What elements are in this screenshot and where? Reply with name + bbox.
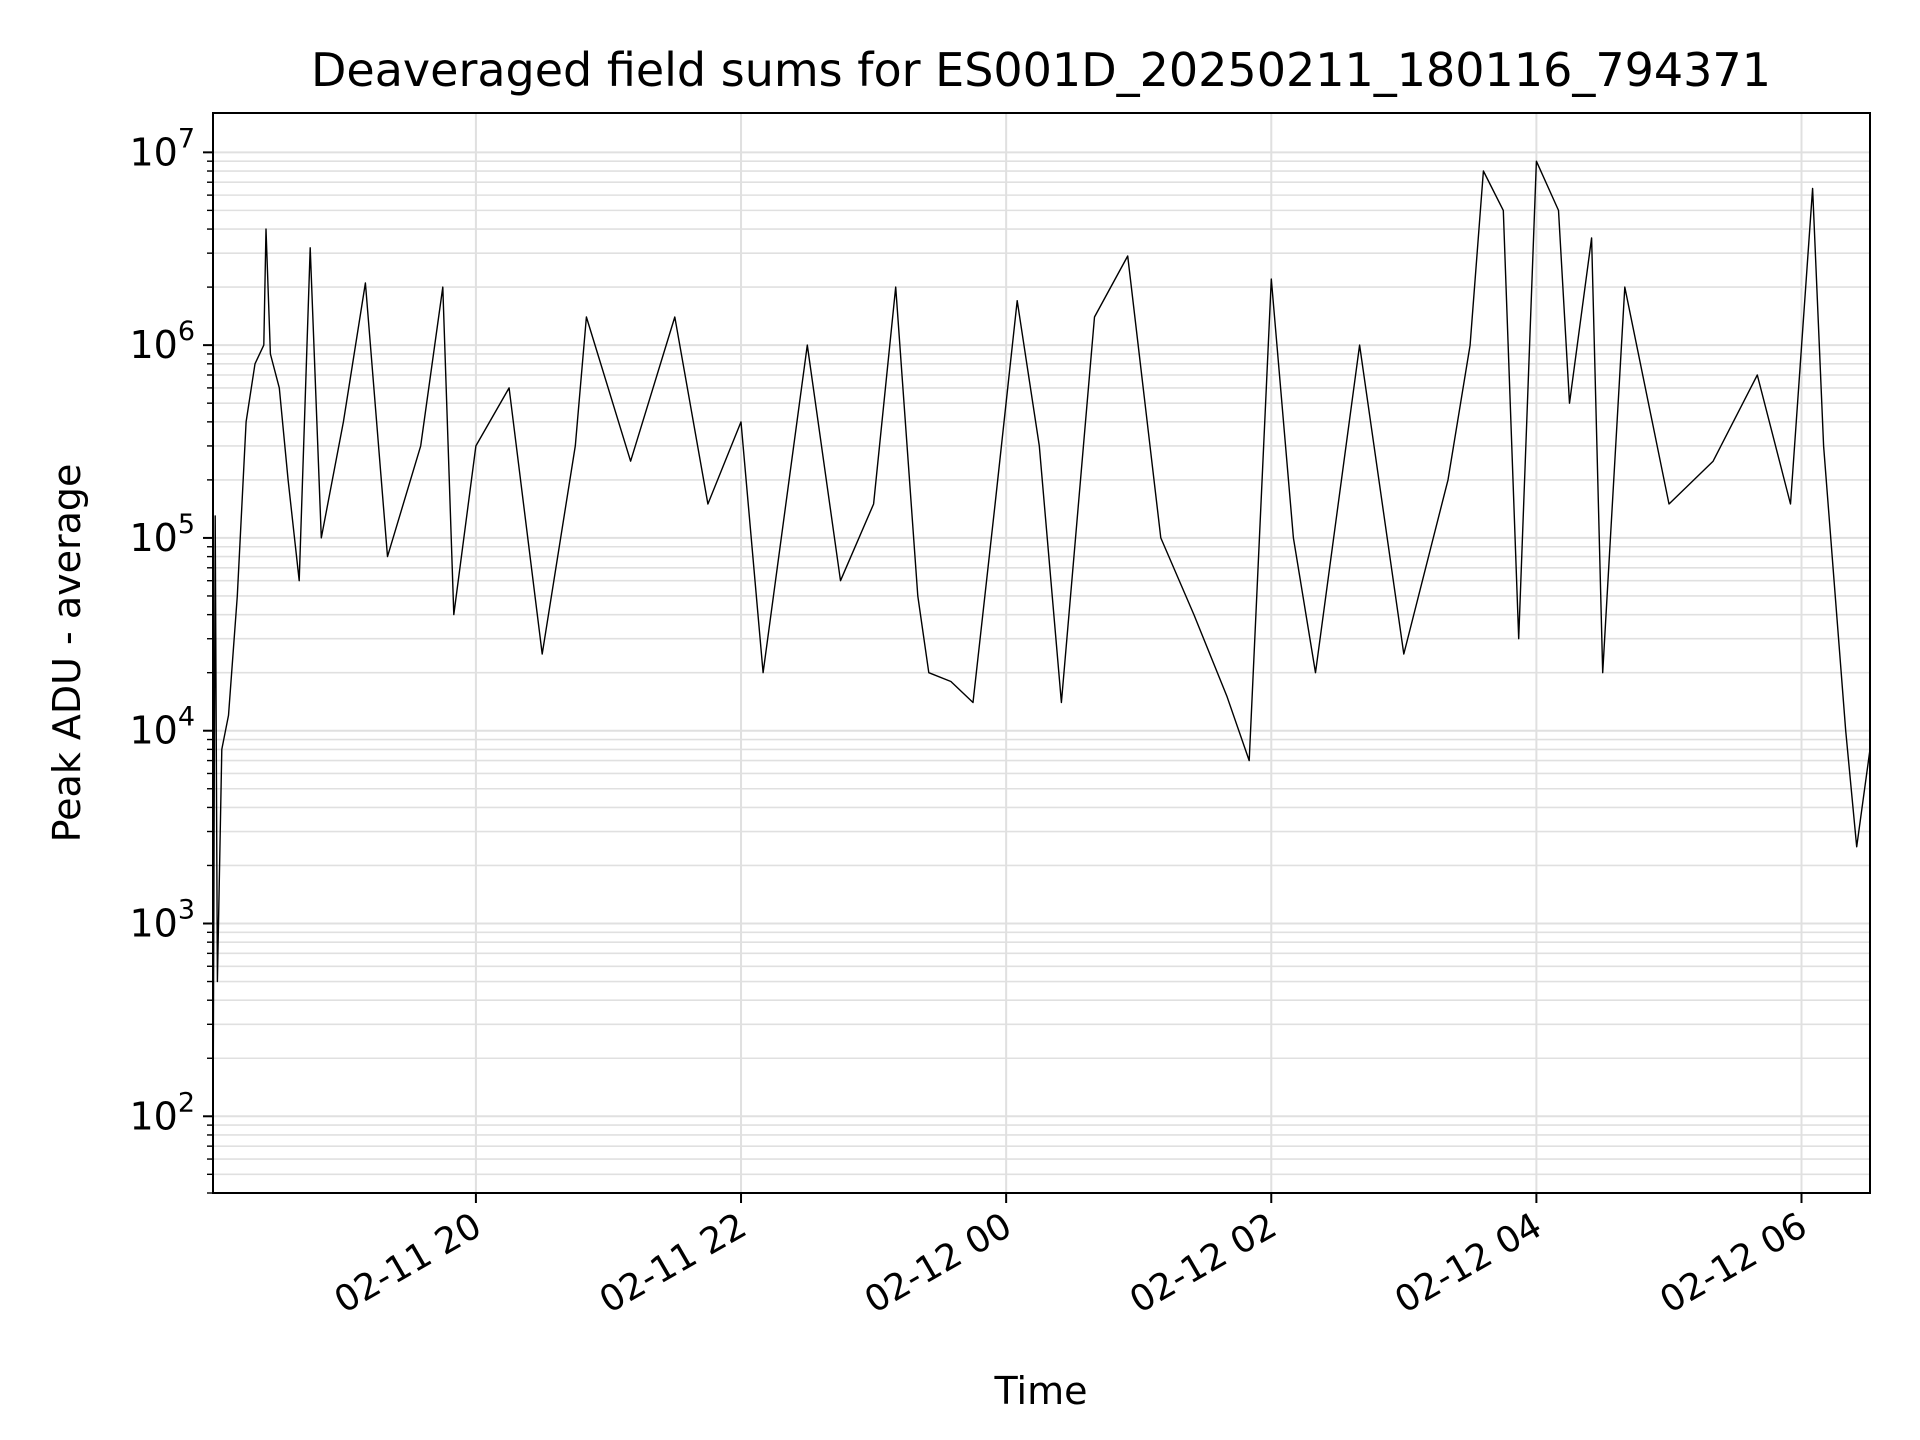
y-axis-label: Peak ADU - average bbox=[45, 464, 89, 843]
ticks bbox=[203, 151, 1803, 1203]
plot-frame bbox=[212, 112, 1871, 1194]
y-tick-label: 103 bbox=[129, 894, 195, 945]
y-tick-label: 104 bbox=[129, 702, 195, 753]
y-tick-label: 107 bbox=[129, 123, 195, 174]
chart-title: Deaveraged field sums for ES001D_2025021… bbox=[311, 43, 1771, 97]
series-line bbox=[212, 160, 1871, 1147]
y-tick-labels: 102 103 104 105 106 107 bbox=[129, 123, 195, 1138]
grid bbox=[213, 113, 1870, 1194]
y-tick-label: 106 bbox=[129, 316, 195, 367]
y-tick-label: 102 bbox=[129, 1087, 195, 1138]
y-tick-label: 105 bbox=[129, 509, 195, 560]
x-axis-label: Time bbox=[994, 1369, 1088, 1413]
